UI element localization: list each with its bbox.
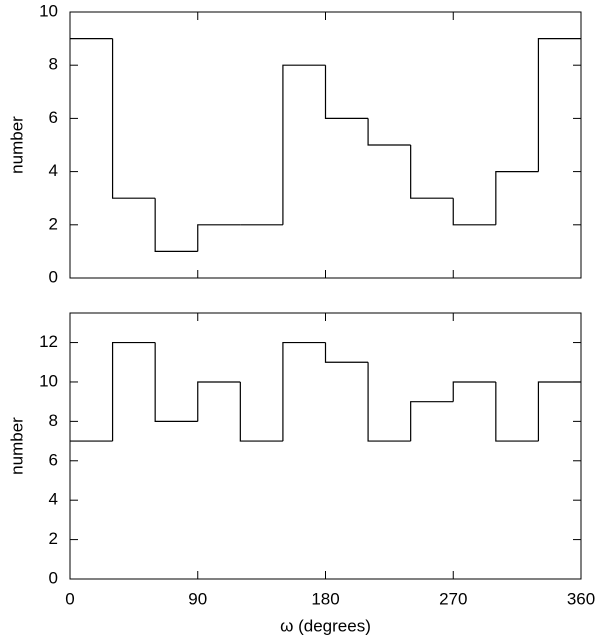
y-tick-label: 6 [49,450,58,469]
histogram-step [410,145,454,199]
histogram-step [495,171,539,225]
histogram-step [367,362,411,442]
histogram-step [452,198,496,226]
histogram-step [324,342,369,363]
y-tick-label: 2 [49,529,58,548]
y-tick-label: 0 [49,267,58,286]
histogram-step [111,38,156,199]
plot-frame [69,11,582,279]
y-tick-label: 10 [39,1,58,20]
x-axis-label: ω (degrees) [280,616,371,635]
y-tick-label: 12 [39,332,58,351]
x-tick-label: 0 [65,589,74,608]
histogram-step [537,38,581,172]
histogram-step [154,198,198,252]
histogram-step [495,381,539,442]
histogram-step [452,381,496,402]
y-tick-label: 10 [39,371,58,390]
histogram-step [282,341,326,442]
y-tick-label: 4 [49,161,58,180]
histogram-step [282,64,326,225]
histogram-step [154,342,198,422]
histogram-step [324,65,369,119]
histogram-step [537,381,581,442]
y-tick-label: 0 [49,568,58,587]
y-axis-label: number [7,116,26,174]
histogram-step [410,401,454,442]
y-axis-label: number [7,417,26,475]
histogram-step [239,381,283,442]
x-tick-label: 180 [311,589,339,608]
x-tick-label: 360 [567,589,595,608]
histogram-step [111,341,156,442]
histogram-step [367,118,411,146]
x-tick-label: 90 [188,589,207,608]
histogram-step [197,381,241,422]
y-tick-label: 4 [49,490,58,509]
histogram-step [197,224,241,252]
x-tick-label: 270 [439,589,467,608]
y-tick-label: 6 [49,108,58,127]
y-tick-label: 8 [49,411,58,430]
y-tick-label: 2 [49,214,58,233]
y-tick-label: 8 [49,55,58,74]
